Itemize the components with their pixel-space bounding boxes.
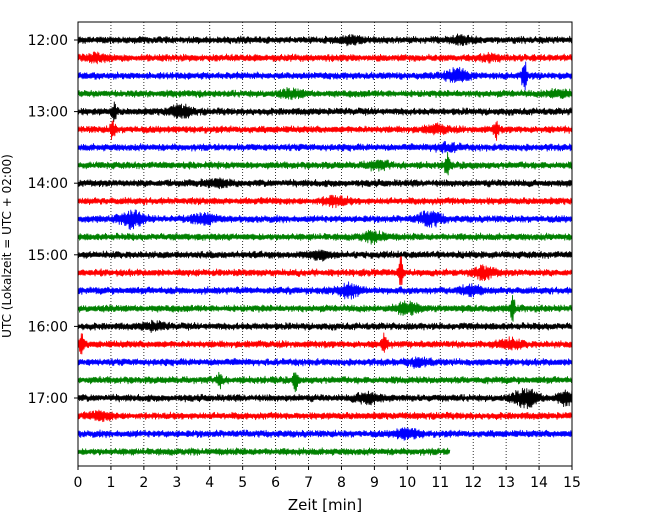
trace-15:15 [77,256,573,286]
trace-16:00 [77,319,573,333]
x-tick-label: 10 [398,475,416,491]
y-tick-label: 15:00 [28,248,68,264]
trace-14:00 [77,177,573,190]
trace-14:15 [77,194,573,209]
y-tick-label: 12:00 [28,33,68,49]
trace-15:00 [77,249,573,262]
x-tick-label: 15 [563,475,581,491]
trace-17:00 [77,387,573,410]
x-tick-label: 5 [238,475,247,491]
x-tick-label: 0 [74,475,83,491]
trace-12:30 [77,61,573,91]
y-tick-label: 13:00 [28,105,68,121]
x-axis: 0 1 2 3 4 5 6 7 8 9 10 11 12 13 14 15 [74,466,581,491]
trace-13:45 [77,152,573,176]
x-tick-label: 11 [431,475,449,491]
x-tick-label: 8 [337,475,346,491]
trace-17:15 [77,409,573,423]
trace-15:45 [77,294,573,322]
y-tick-label: 16:00 [28,319,68,335]
trace-13:15 [77,119,573,141]
trace-14:45 [77,229,573,245]
y-tick-label: 14:00 [28,176,68,192]
x-tick-label: 9 [370,475,379,491]
trace-17:45 [77,447,451,456]
x-tick-label: 1 [106,475,115,491]
trace-16:45 [77,371,573,393]
y-axis: 12:00 13:00 14:00 15:00 16:00 17:00 [28,33,78,407]
x-tick-label: 2 [139,475,148,491]
x-tick-label: 4 [205,475,214,491]
x-tick-label: 3 [172,475,181,491]
x-axis-label: Zeit [min] [288,496,362,514]
trace-12:00 [77,33,573,47]
x-tick-label: 14 [530,475,548,491]
y-axis-label: UTC (Lokalzeit = UTC + 02:00) [0,154,14,338]
x-tick-label: 6 [271,475,280,491]
trace-16:15 [77,332,573,355]
x-tick-label: 13 [497,475,515,491]
trace-12:45 [77,87,573,101]
trace-layer [77,33,573,456]
y-tick-label: 17:00 [28,391,68,407]
trace-17:30 [77,427,573,441]
trace-16:30 [77,356,573,369]
x-tick-label: 7 [304,475,313,491]
trace-13:30 [77,140,573,154]
trace-15:30 [77,281,573,300]
plot-frame [77,21,573,467]
trace-14:30 [77,209,573,230]
x-tick-label: 12 [464,475,482,491]
trace-13:00 [77,101,573,123]
trace-12:15 [77,51,573,65]
